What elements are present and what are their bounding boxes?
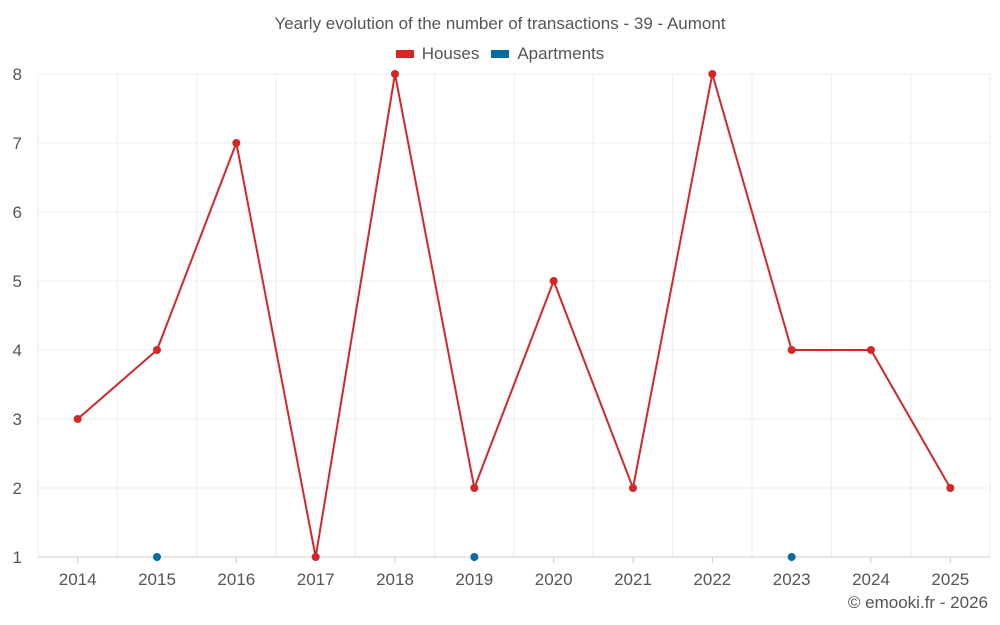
y-tick-label-5: 5 — [13, 272, 22, 291]
y-tick-label-4: 4 — [13, 341, 22, 360]
legend-swatch-apartments — [491, 50, 510, 58]
data-point-houses-2022 — [708, 70, 717, 78]
x-tick-label-2021: 2021 — [614, 570, 652, 589]
x-tick-label-2023: 2023 — [773, 570, 811, 589]
data-point-houses-2020 — [549, 277, 558, 285]
x-tick-label-2024: 2024 — [852, 570, 890, 589]
legend-item-houses[interactable]: Houses — [395, 44, 480, 64]
data-point-houses-2025 — [946, 484, 955, 492]
legend: Houses Apartments — [0, 44, 1000, 64]
x-tick-label-2014: 2014 — [59, 570, 97, 589]
data-point-houses-2021 — [629, 484, 637, 492]
y-tick-label-3: 3 — [13, 410, 22, 429]
data-point-houses-2014 — [73, 415, 82, 423]
data-point-apartments-2023 — [787, 553, 796, 561]
x-tick-label-2025: 2025 — [931, 570, 969, 589]
x-tick-label-2022: 2022 — [693, 570, 731, 589]
x-tick-label-2018: 2018 — [376, 570, 414, 589]
y-tick-label-1: 1 — [13, 548, 22, 567]
data-point-houses-2016 — [232, 139, 241, 147]
y-tick-label-2: 2 — [13, 479, 22, 498]
x-tick-label-2019: 2019 — [455, 570, 493, 589]
legend-swatch-houses — [395, 50, 414, 58]
data-point-houses-2023 — [787, 346, 796, 354]
y-tick-label-7: 7 — [13, 134, 22, 153]
x-tick-label-2015: 2015 — [138, 570, 176, 589]
legend-item-apartments[interactable]: Apartments — [491, 44, 604, 64]
x-tick-label-2016: 2016 — [217, 570, 255, 589]
data-point-apartments-2015 — [153, 553, 161, 561]
y-tick-label-6: 6 — [13, 203, 22, 222]
legend-label-houses: Houses — [421, 44, 480, 63]
data-point-apartments-2019 — [470, 553, 479, 561]
x-tick-label-2020: 2020 — [535, 570, 573, 589]
chart-title: Yearly evolution of the number of transa… — [274, 14, 726, 33]
legend-label-apartments: Apartments — [517, 44, 605, 63]
x-tick-label-2017: 2017 — [297, 570, 335, 589]
series-line-houses — [77, 73, 952, 558]
y-tick-label-8: 8 — [13, 65, 22, 84]
data-point-houses-2017 — [311, 553, 320, 561]
data-point-houses-2024 — [867, 346, 875, 354]
credit-text: © emooki.fr - 2026 — [847, 593, 988, 612]
data-point-houses-2018 — [391, 70, 399, 78]
data-point-houses-2019 — [470, 484, 479, 492]
data-point-houses-2015 — [153, 346, 161, 354]
